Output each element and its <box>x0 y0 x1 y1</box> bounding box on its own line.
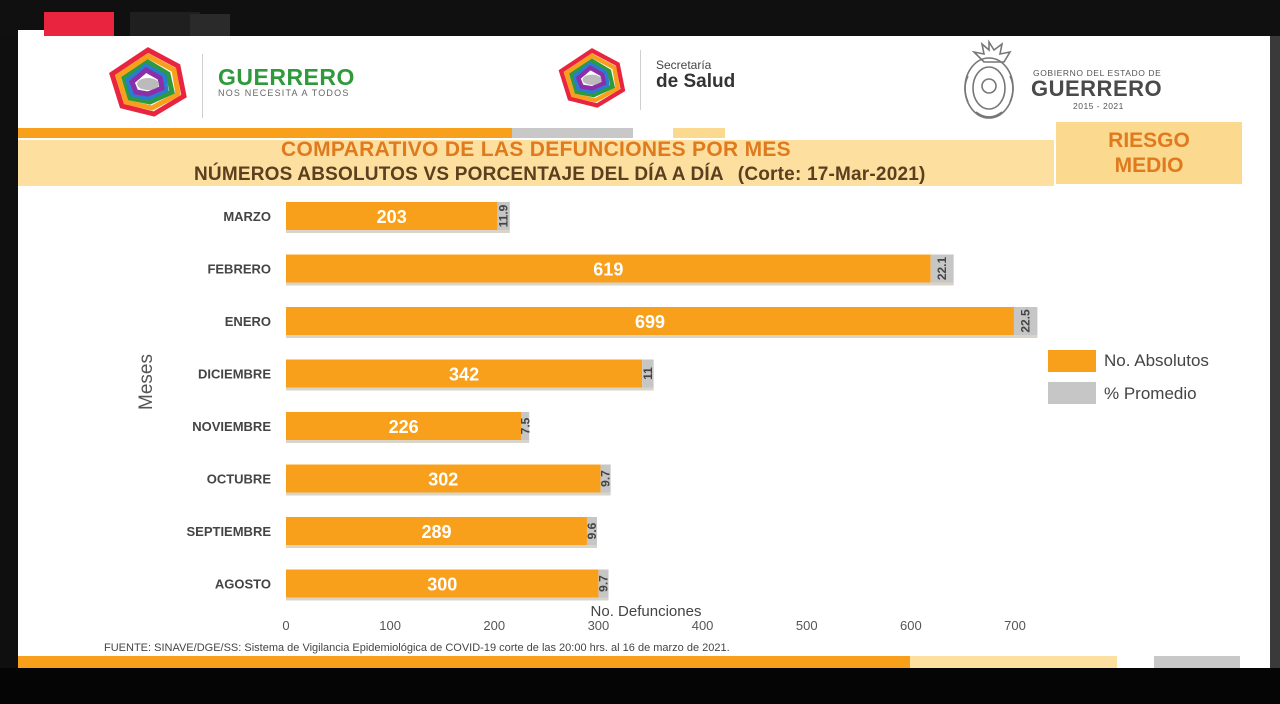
secretaria-label: Secretaría <box>656 58 712 72</box>
bar-absolutos <box>286 569 599 598</box>
x-tick-label: 700 <box>1004 618 1026 633</box>
bar-percent-label: 7.5 <box>518 417 532 434</box>
de-salud-label: de Salud <box>656 71 736 92</box>
risk-line-1: RIESGO <box>1108 129 1190 152</box>
legend-swatch-absolutos <box>1048 350 1096 372</box>
logo-divider <box>202 54 203 118</box>
category-label: DICIEMBRE <box>198 367 271 382</box>
x-axis-label: No. Defunciones <box>591 603 702 620</box>
bar-absolutos <box>286 254 931 283</box>
strip-yellow-bottom <box>910 656 1117 668</box>
bar-value-label: 226 <box>389 417 419 437</box>
strip-gray-top <box>512 128 633 138</box>
bar-percent-label: 9.7 <box>596 575 610 592</box>
bar-promedio <box>521 412 530 440</box>
bar-value-label: 289 <box>421 522 451 542</box>
category-label: SEPTIEMBRE <box>186 524 271 539</box>
bar-promedio <box>642 359 654 388</box>
bar-shadow <box>286 440 530 443</box>
category-label: OCTUBRE <box>207 472 272 487</box>
bar-shadow <box>286 230 510 233</box>
strip-orange-top <box>18 128 512 138</box>
chart-subtitle-text: NÚMEROS ABSOLUTOS VS PORCENTAJE DEL DÍA … <box>194 164 724 185</box>
bar-percent-label: 11 <box>641 367 655 380</box>
bar-chart: 203 11.9 MARZO 619 22.1 FEBRERO 699 22.5 ENERO 34… <box>136 202 1038 633</box>
y-axis-label: Meses <box>136 354 157 410</box>
bar-absolutos <box>286 517 587 545</box>
bar-value-label: 302 <box>428 470 458 490</box>
x-tick-label: 0 <box>282 618 289 633</box>
bar-shadow <box>286 545 597 548</box>
legend-swatch-promedio <box>1048 382 1096 404</box>
guerrero-star-logo-icon <box>109 47 187 117</box>
strip-yellow-top <box>673 128 725 138</box>
x-tick-label: 100 <box>379 618 401 633</box>
legend-label-promedio: % Promedio <box>1104 384 1197 403</box>
bar-promedio <box>1013 307 1038 335</box>
risk-badge-text: RIESGO MEDIO <box>1056 128 1242 178</box>
guerrero-brand-title: GUERRERO <box>218 64 355 90</box>
bar-promedio <box>598 569 609 598</box>
x-tick-label: 400 <box>692 618 714 633</box>
right-edge-band <box>1270 36 1280 668</box>
bar-promedio <box>600 464 611 493</box>
chart-subtitle: NÚMEROS ABSOLUTOS VS PORCENTAJE DEL DÍA … <box>194 164 926 186</box>
gobierno-guerrero-label: GUERRERO <box>1031 76 1163 101</box>
bar-percent-label: 9.7 <box>599 470 613 487</box>
gobierno-years: 2015 - 2021 <box>1073 101 1124 111</box>
category-label: MARZO <box>223 209 271 224</box>
risk-line-2: MEDIO <box>1114 154 1184 177</box>
bar-shadow <box>286 387 654 391</box>
state-seal-icon <box>964 39 1014 119</box>
bottom-black-band <box>0 668 1280 704</box>
bar-value-label: 619 <box>593 260 623 280</box>
salud-divider <box>640 50 641 110</box>
bar-shadow <box>286 335 1038 338</box>
guerrero-brand-subtitle: NOS NECESITA A TODOS <box>218 88 350 98</box>
bar-promedio <box>930 254 954 283</box>
bar-absolutos <box>286 464 601 493</box>
chart-corte-date: (Corte: 17-Mar-2021) <box>737 164 926 185</box>
category-label: ENERO <box>225 314 271 329</box>
slide: GUERRERO NOS NECESITA A TODOS Secretaría… <box>18 36 1270 668</box>
bar-percent-label: 22.1 <box>935 256 949 280</box>
bar-absolutos <box>286 359 643 388</box>
bar-absolutos <box>286 307 1014 335</box>
bar-shadow <box>286 597 609 601</box>
x-tick-label: 300 <box>588 618 610 633</box>
strip-gray-bottom <box>1154 656 1240 668</box>
source-note: FUENTE: SINAVE/DGE/SS: Sistema de Vigila… <box>104 642 730 654</box>
bar-percent-label: 22.5 <box>1019 309 1033 333</box>
title-band <box>18 140 1054 186</box>
bar-percent-label: 9.6 <box>585 522 599 539</box>
bar-value-label: 342 <box>449 365 479 385</box>
legend-label-absolutos: No. Absolutos <box>1104 351 1209 370</box>
x-tick-label: 200 <box>483 618 505 633</box>
gobierno-label: GOBIERNO DEL ESTADO DE <box>1033 68 1162 78</box>
bar-percent-label: 11.9 <box>497 204 511 227</box>
category-label: AGOSTO <box>215 577 271 592</box>
bar-promedio <box>497 202 510 230</box>
bar-value-label: 203 <box>377 207 407 227</box>
bar-absolutos <box>286 202 498 230</box>
category-label: FEBRERO <box>207 262 271 277</box>
bar-value-label: 699 <box>635 312 665 332</box>
x-tick-label: 500 <box>796 618 818 633</box>
bar-absolutos <box>286 412 522 440</box>
bar-shadow <box>286 492 611 496</box>
bar-shadow <box>286 282 954 286</box>
chart-title: COMPARATIVO DE LAS DEFUNCIONES POR MES <box>281 138 791 161</box>
bar-promedio <box>586 517 597 545</box>
bar-value-label: 300 <box>427 575 457 595</box>
risk-badge <box>1056 122 1242 184</box>
strip-orange-bottom <box>18 656 910 668</box>
x-tick-label: 600 <box>900 618 922 633</box>
salud-star-logo-icon <box>558 48 626 108</box>
category-label: NOVIEMBRE <box>192 419 271 434</box>
